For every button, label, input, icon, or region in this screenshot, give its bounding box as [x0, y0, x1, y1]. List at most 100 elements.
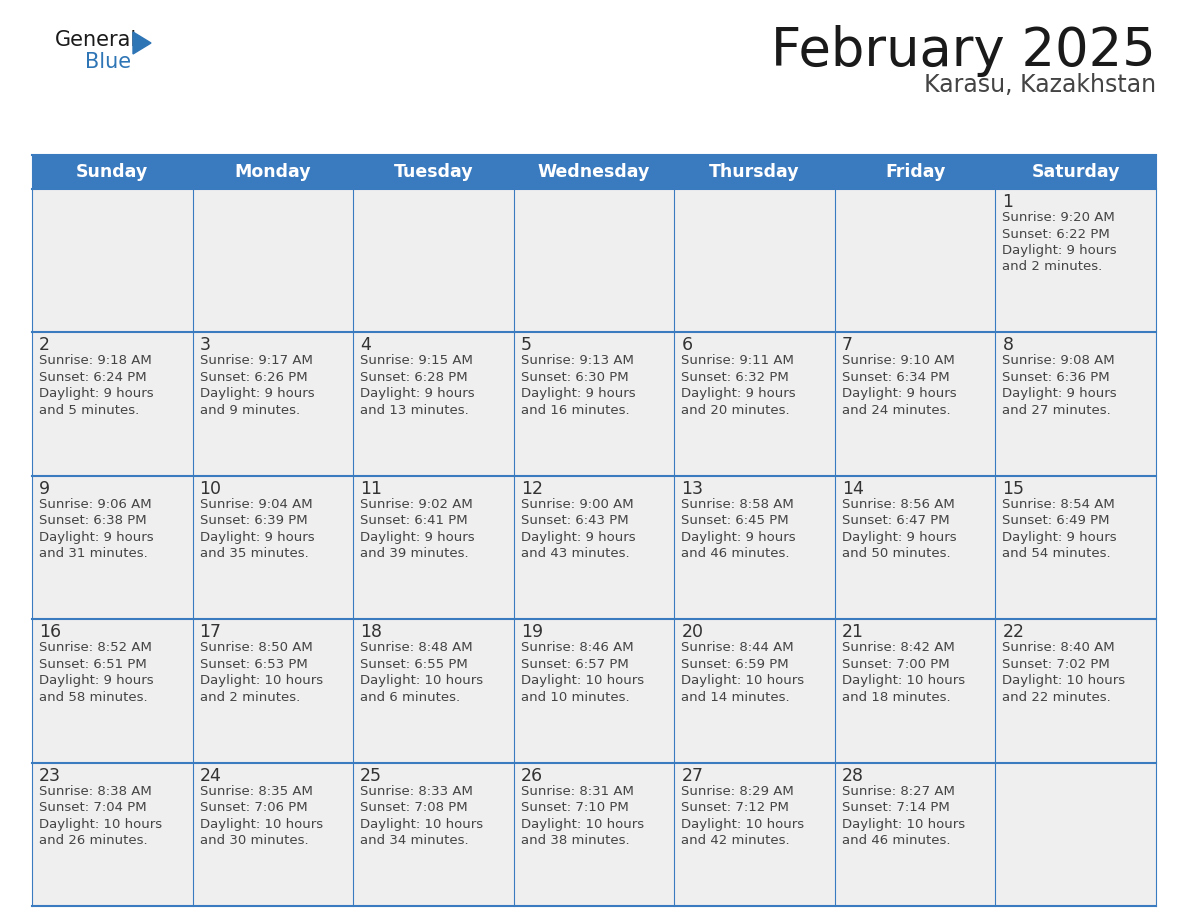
Text: Sunrise: 9:10 AM: Sunrise: 9:10 AM	[842, 354, 955, 367]
Text: Sunset: 6:45 PM: Sunset: 6:45 PM	[681, 514, 789, 527]
Text: Sunrise: 8:33 AM: Sunrise: 8:33 AM	[360, 785, 473, 798]
Bar	[996, 189, 1156, 332]
Text: Sunrise: 8:56 AM: Sunrise: 8:56 AM	[842, 498, 955, 510]
Text: Sunset: 6:49 PM: Sunset: 6:49 PM	[1003, 514, 1110, 527]
Text: 5: 5	[520, 336, 532, 354]
Text: Friday: Friday	[885, 163, 946, 181]
Text: and 5 minutes.: and 5 minutes.	[39, 404, 139, 417]
Text: 27: 27	[681, 767, 703, 785]
Text: 10: 10	[200, 480, 222, 498]
Text: Daylight: 10 hours: Daylight: 10 hours	[681, 674, 804, 688]
Bar	[353, 763, 513, 906]
Text: and 26 minutes.: and 26 minutes.	[39, 834, 147, 847]
Text: Sunset: 6:59 PM: Sunset: 6:59 PM	[681, 657, 789, 671]
Text: Sunrise: 9:20 AM: Sunrise: 9:20 AM	[1003, 211, 1116, 224]
Text: and 30 minutes.: and 30 minutes.	[200, 834, 308, 847]
Text: Daylight: 9 hours: Daylight: 9 hours	[681, 387, 796, 400]
Text: Daylight: 10 hours: Daylight: 10 hours	[520, 674, 644, 688]
Text: Sunrise: 8:48 AM: Sunrise: 8:48 AM	[360, 641, 473, 655]
Text: and 39 minutes.: and 39 minutes.	[360, 547, 469, 560]
Bar	[32, 155, 1156, 189]
Bar	[192, 620, 353, 763]
Text: Sunset: 6:28 PM: Sunset: 6:28 PM	[360, 371, 468, 384]
Text: Sunrise: 9:02 AM: Sunrise: 9:02 AM	[360, 498, 473, 510]
Bar	[32, 332, 192, 476]
Text: 26: 26	[520, 767, 543, 785]
Text: Blue: Blue	[86, 52, 131, 72]
Text: and 50 minutes.: and 50 minutes.	[842, 547, 950, 560]
Text: Sunday: Sunday	[76, 163, 148, 181]
Text: 23: 23	[39, 767, 61, 785]
Text: Daylight: 9 hours: Daylight: 9 hours	[520, 387, 636, 400]
Text: and 46 minutes.: and 46 minutes.	[681, 547, 790, 560]
Bar	[32, 189, 192, 332]
Text: 25: 25	[360, 767, 383, 785]
Text: Daylight: 9 hours: Daylight: 9 hours	[200, 531, 314, 543]
Text: Daylight: 9 hours: Daylight: 9 hours	[39, 531, 153, 543]
Text: Monday: Monday	[234, 163, 311, 181]
Bar	[996, 332, 1156, 476]
Text: Sunset: 6:41 PM: Sunset: 6:41 PM	[360, 514, 468, 527]
Text: Sunrise: 8:31 AM: Sunrise: 8:31 AM	[520, 785, 633, 798]
Text: Sunset: 6:32 PM: Sunset: 6:32 PM	[681, 371, 789, 384]
Text: and 22 minutes.: and 22 minutes.	[1003, 690, 1111, 704]
Text: Sunrise: 8:35 AM: Sunrise: 8:35 AM	[200, 785, 312, 798]
Bar	[835, 189, 996, 332]
Text: 12: 12	[520, 480, 543, 498]
Text: Daylight: 9 hours: Daylight: 9 hours	[842, 531, 956, 543]
Text: February 2025: February 2025	[771, 25, 1156, 77]
Bar	[835, 620, 996, 763]
Bar	[513, 189, 675, 332]
Text: and 46 minutes.: and 46 minutes.	[842, 834, 950, 847]
Bar	[32, 620, 192, 763]
Text: and 16 minutes.: and 16 minutes.	[520, 404, 630, 417]
Text: 22: 22	[1003, 623, 1024, 641]
Text: 19: 19	[520, 623, 543, 641]
Text: Sunrise: 9:15 AM: Sunrise: 9:15 AM	[360, 354, 473, 367]
Text: Daylight: 9 hours: Daylight: 9 hours	[1003, 387, 1117, 400]
Bar	[192, 476, 353, 620]
Text: 21: 21	[842, 623, 864, 641]
Text: and 2 minutes.: and 2 minutes.	[1003, 261, 1102, 274]
Text: Sunset: 6:51 PM: Sunset: 6:51 PM	[39, 657, 147, 671]
Bar	[353, 620, 513, 763]
Text: Daylight: 9 hours: Daylight: 9 hours	[39, 387, 153, 400]
Text: Sunrise: 8:50 AM: Sunrise: 8:50 AM	[200, 641, 312, 655]
Text: 14: 14	[842, 480, 864, 498]
Text: Sunset: 7:06 PM: Sunset: 7:06 PM	[200, 801, 308, 814]
Bar	[353, 476, 513, 620]
Text: Daylight: 10 hours: Daylight: 10 hours	[200, 818, 323, 831]
Bar	[996, 476, 1156, 620]
Text: Sunset: 6:34 PM: Sunset: 6:34 PM	[842, 371, 949, 384]
Text: and 2 minutes.: and 2 minutes.	[200, 690, 299, 704]
Text: 2: 2	[39, 336, 50, 354]
Text: Sunset: 6:30 PM: Sunset: 6:30 PM	[520, 371, 628, 384]
Bar	[996, 620, 1156, 763]
Text: Thursday: Thursday	[709, 163, 800, 181]
Bar	[835, 332, 996, 476]
Text: Sunrise: 9:17 AM: Sunrise: 9:17 AM	[200, 354, 312, 367]
Text: Sunset: 7:08 PM: Sunset: 7:08 PM	[360, 801, 468, 814]
Bar	[675, 332, 835, 476]
Text: and 42 minutes.: and 42 minutes.	[681, 834, 790, 847]
Text: and 54 minutes.: and 54 minutes.	[1003, 547, 1111, 560]
Text: 9: 9	[39, 480, 50, 498]
Text: Sunset: 6:57 PM: Sunset: 6:57 PM	[520, 657, 628, 671]
Text: Sunrise: 9:06 AM: Sunrise: 9:06 AM	[39, 498, 152, 510]
Text: Daylight: 9 hours: Daylight: 9 hours	[360, 387, 475, 400]
Bar	[32, 476, 192, 620]
Text: 4: 4	[360, 336, 371, 354]
Text: Sunrise: 8:27 AM: Sunrise: 8:27 AM	[842, 785, 955, 798]
Text: Sunset: 7:12 PM: Sunset: 7:12 PM	[681, 801, 789, 814]
Bar	[513, 332, 675, 476]
Text: 16: 16	[39, 623, 61, 641]
Text: 20: 20	[681, 623, 703, 641]
Text: and 14 minutes.: and 14 minutes.	[681, 690, 790, 704]
Text: Sunrise: 8:46 AM: Sunrise: 8:46 AM	[520, 641, 633, 655]
Text: and 58 minutes.: and 58 minutes.	[39, 690, 147, 704]
Text: Daylight: 9 hours: Daylight: 9 hours	[360, 531, 475, 543]
Text: Wednesday: Wednesday	[538, 163, 650, 181]
Text: and 9 minutes.: and 9 minutes.	[200, 404, 299, 417]
Text: Daylight: 10 hours: Daylight: 10 hours	[1003, 674, 1125, 688]
Bar	[192, 332, 353, 476]
